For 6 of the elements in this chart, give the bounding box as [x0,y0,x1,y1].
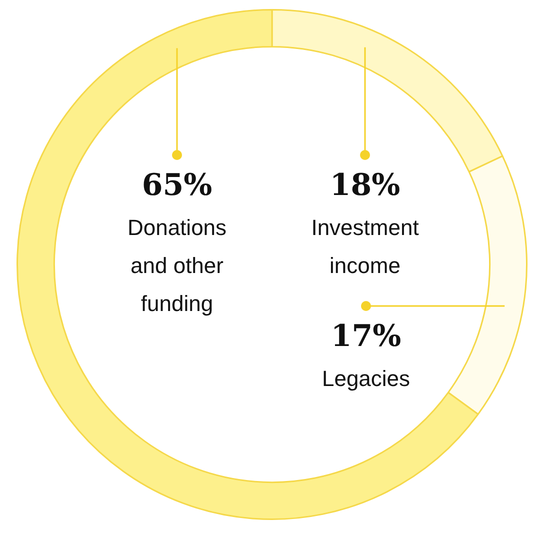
slice-label: Investment income [311,215,419,278]
slice-label: Legacies [322,366,410,392]
data-label: 65% [142,168,212,203]
data-label: 17% [330,318,402,354]
data-label: 18% [330,168,400,203]
slice-label: Donations and other funding [127,215,227,316]
